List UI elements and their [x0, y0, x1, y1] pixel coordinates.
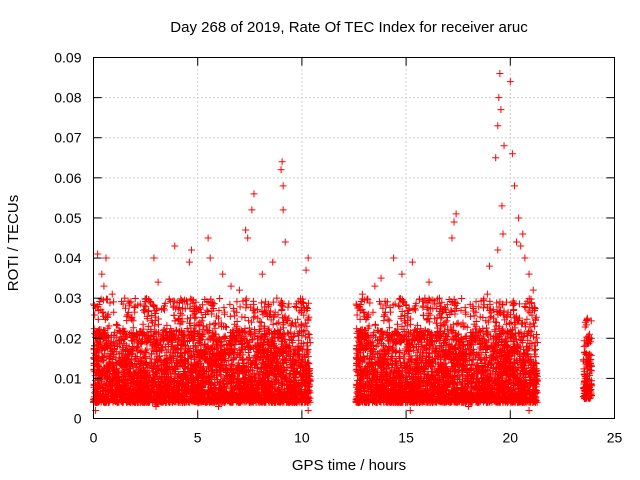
data-point	[246, 329, 254, 337]
data-point	[241, 314, 249, 322]
data-point	[124, 297, 132, 305]
data-point	[167, 325, 175, 333]
data-point	[242, 304, 250, 312]
data-points	[90, 70, 596, 414]
data-point	[220, 333, 228, 341]
data-point	[250, 305, 258, 313]
y-axis-label: ROTI / TECUs	[5, 195, 22, 291]
data-point	[289, 339, 297, 347]
data-point	[301, 326, 309, 334]
data-point	[91, 311, 99, 319]
data-point	[143, 315, 151, 323]
x-axis-label: GPS time / hours	[292, 457, 406, 474]
data-point	[131, 294, 139, 302]
data-point	[285, 300, 293, 308]
data-point	[289, 333, 297, 341]
data-point	[284, 329, 292, 337]
data-point	[201, 340, 209, 348]
data-point	[140, 302, 148, 310]
data-point	[142, 347, 150, 355]
data-point	[94, 315, 102, 323]
data-point	[258, 299, 266, 307]
data-point	[273, 320, 281, 328]
data-point	[243, 368, 251, 376]
data-point	[220, 304, 228, 312]
data-point	[122, 341, 130, 349]
data-point	[238, 313, 246, 321]
chart-title: Day 268 of 2019, Rate Of TEC Index for r…	[170, 19, 528, 36]
data-point	[259, 311, 267, 319]
data-point	[211, 324, 219, 332]
data-point	[131, 308, 139, 316]
data-point	[480, 304, 488, 312]
data-point	[183, 315, 191, 323]
data-point	[212, 319, 220, 327]
data-point	[424, 315, 432, 323]
data-point	[238, 356, 246, 364]
data-point	[230, 345, 238, 353]
data-point	[233, 298, 241, 306]
data-point	[170, 311, 178, 319]
data-point	[254, 306, 262, 314]
data-point	[221, 323, 229, 331]
data-point	[215, 306, 223, 314]
data-point	[305, 313, 313, 321]
data-point	[278, 306, 286, 314]
data-point	[215, 321, 223, 329]
data-point	[300, 340, 308, 348]
data-point	[110, 298, 118, 306]
data-point	[236, 303, 244, 311]
data-point	[270, 312, 278, 320]
data-point	[226, 300, 234, 308]
data-point	[174, 316, 182, 324]
data-point	[458, 295, 466, 303]
data-point	[216, 295, 224, 303]
data-point	[284, 303, 292, 311]
data-point	[203, 306, 211, 314]
data-point	[210, 320, 218, 328]
data-point	[176, 309, 184, 317]
data-point	[125, 330, 133, 338]
data-point	[257, 319, 265, 327]
data-point	[221, 310, 229, 318]
data-point	[261, 298, 269, 306]
grid-layer	[93, 57, 615, 419]
data-point	[125, 302, 133, 310]
data-point	[305, 334, 313, 342]
data-point	[245, 317, 253, 325]
data-point	[147, 317, 155, 325]
